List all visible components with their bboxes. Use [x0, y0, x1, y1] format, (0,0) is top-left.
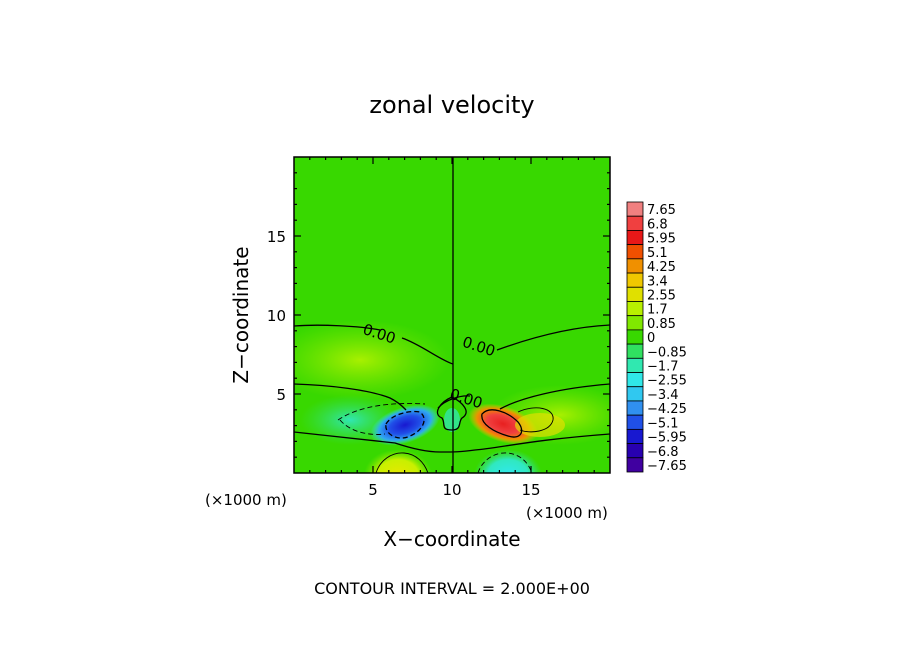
colorbar-label: −5.95 — [647, 431, 687, 446]
colorbar-label: 7.65 — [647, 203, 676, 218]
colorbar-label: −7.65 — [647, 459, 687, 474]
colorbar-label: 5.1 — [647, 246, 668, 261]
colorbar-label: 1.7 — [647, 303, 668, 318]
colorbar-swatch — [626, 457, 644, 473]
colorbar-swatch — [626, 244, 644, 260]
axis-tick-labels: 5 10 15 5 10 15 — [267, 228, 541, 499]
colorbar-label: −4.25 — [647, 402, 687, 417]
x-unit-left: (×1000 m) — [205, 491, 287, 509]
y-axis-label: Z−coordinate — [229, 246, 253, 383]
colorbar-swatch — [626, 343, 644, 359]
x-tick-label: 15 — [521, 481, 540, 499]
colorbar-label: −3.4 — [647, 388, 679, 403]
colorbar-label: −6.8 — [647, 445, 679, 460]
x-unit-right: (×1000 m) — [526, 504, 608, 522]
colorbar-label: 4.25 — [647, 260, 676, 275]
colorbar-label: 3.4 — [647, 274, 668, 289]
colorbar-label: 0 — [647, 331, 655, 346]
colorbar-swatch — [626, 329, 644, 345]
heatmap-field — [294, 157, 610, 473]
x-tick-label: 10 — [442, 481, 461, 499]
colorbar-swatch — [626, 230, 644, 246]
colorbar-label: −1.7 — [647, 360, 679, 375]
colorbar-label: −0.85 — [647, 345, 687, 360]
colorbar-swatch — [626, 400, 644, 416]
y-tick-label: 15 — [267, 228, 286, 246]
colorbar-swatch — [626, 201, 644, 217]
colorbar-swatch — [626, 286, 644, 302]
colorbar-swatch — [626, 357, 644, 373]
contour-interval-footer: CONTOUR INTERVAL = 2.000E+00 — [314, 579, 590, 598]
x-tick-label: 5 — [368, 481, 378, 499]
colorbar-swatch — [626, 372, 644, 388]
axis-ticks — [294, 157, 610, 473]
colorbar-swatch — [626, 414, 644, 430]
colorbar-swatch — [626, 443, 644, 459]
colorbar-swatch — [626, 315, 644, 331]
colorbar-swatch — [626, 215, 644, 231]
colorbar-swatch — [626, 301, 644, 317]
colorbar-swatch — [626, 386, 644, 402]
colorbar-swatch — [626, 258, 644, 274]
colorbar: 7.656.85.955.14.253.42.551.70.850−0.85−1… — [626, 201, 687, 474]
colorbar-label: 5.95 — [647, 232, 676, 247]
colorbar-label: 6.8 — [647, 217, 668, 232]
colorbar-swatch — [626, 272, 644, 288]
y-tick-label: 10 — [267, 307, 286, 325]
colorbar-label: −2.55 — [647, 374, 687, 389]
x-axis-label: X−coordinate — [383, 527, 520, 551]
colorbar-label: −5.1 — [647, 416, 679, 431]
colorbar-swatch — [626, 428, 644, 444]
contour-lines — [294, 157, 610, 473]
y-tick-label: 5 — [276, 386, 286, 404]
colorbar-label: 2.55 — [647, 288, 676, 303]
colorbar-label: 0.85 — [647, 317, 676, 332]
chart-title: zonal velocity — [369, 91, 534, 119]
